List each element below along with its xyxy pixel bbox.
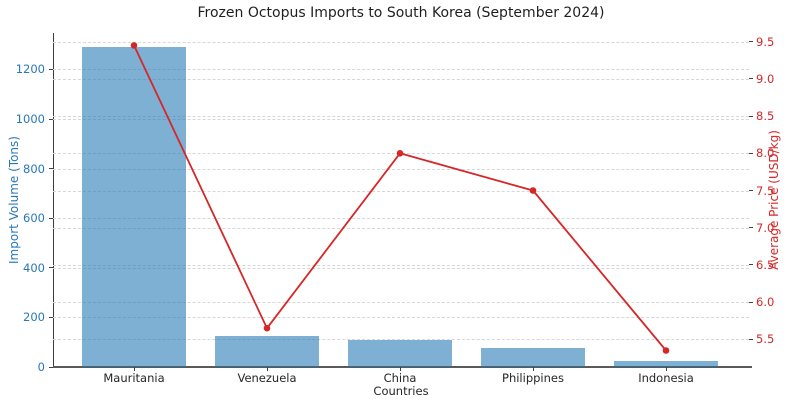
- x-tick-venezuela: [266, 367, 268, 371]
- price-marker-mauritania: [130, 42, 138, 49]
- left-tick-400: [49, 267, 53, 269]
- right-tick-label-8: 8.0: [756, 146, 775, 161]
- right-tick-label-9: 9.0: [756, 71, 775, 86]
- right-tick-label-8.5: 8.5: [756, 109, 775, 124]
- right-tick-label-7: 7.0: [756, 220, 775, 235]
- gridline-right-9.5: [53, 41, 749, 43]
- gridline-left-400: [53, 267, 749, 269]
- gridline-right-6.5: [53, 264, 749, 266]
- bar-indonesia: [614, 360, 718, 367]
- x-tick-label-indonesia: Indonesia: [638, 371, 694, 385]
- left-tick-label-800: 800: [23, 161, 45, 176]
- right-tick-8.5: [749, 115, 753, 117]
- right-tick-7.5: [749, 190, 753, 191]
- price-line: [133, 45, 667, 352]
- left-tick-600: [49, 217, 53, 219]
- left-tick-label-1200: 1200: [15, 62, 45, 77]
- right-tick-label-6: 6.0: [756, 295, 775, 310]
- right-tick-label-9.5: 9.5: [756, 34, 775, 49]
- right-tick-5.5: [749, 338, 753, 340]
- x-axis-label: Countries: [373, 384, 429, 398]
- bar-china: [348, 339, 452, 367]
- right-tick-9: [749, 78, 753, 80]
- x-tick-indonesia: [665, 367, 667, 371]
- right-tick-label-6.5: 6.5: [756, 257, 775, 272]
- right-tick-9.5: [749, 41, 753, 43]
- x-tick-label-venezuela: Venezuela: [237, 371, 297, 385]
- left-tick-200: [49, 316, 53, 318]
- left-tick-label-200: 200: [23, 310, 45, 325]
- left-tick-1000: [49, 118, 53, 120]
- x-tick-label-china: China: [383, 371, 417, 385]
- left-tick-label-0: 0: [37, 360, 45, 374]
- price-marker-indonesia: [662, 347, 670, 354]
- bar-philippines: [481, 348, 585, 367]
- gridline-left-600: [53, 218, 749, 220]
- x-tick-china: [399, 367, 401, 371]
- gridline-left-1200: [53, 69, 749, 71]
- gridline-right-7: [53, 227, 749, 229]
- bar-venezuela: [215, 336, 319, 367]
- left-tick-label-400: 400: [23, 260, 45, 275]
- bar-mauritania: [82, 47, 186, 367]
- left-tick-label-1000: 1000: [15, 112, 45, 127]
- gridline-right-6: [53, 302, 749, 304]
- x-tick-philippines: [532, 367, 534, 371]
- right-tick-label-7.5: 7.5: [756, 183, 775, 198]
- price-marker-china: [396, 150, 404, 157]
- price-marker-venezuela: [263, 324, 271, 332]
- right-tick-6.5: [749, 264, 753, 266]
- left-tick-1200: [49, 68, 53, 70]
- x-tick-mauritania: [133, 367, 135, 371]
- chart-title: Frozen Octopus Imports to South Korea (S…: [197, 5, 605, 21]
- left-tick-0: [49, 366, 53, 368]
- x-tick-label-philippines: Philippines: [502, 371, 564, 385]
- left-tick-label-600: 600: [23, 211, 45, 226]
- left-tick-800: [49, 168, 53, 170]
- right-tick-8: [749, 152, 753, 154]
- left-spine: [53, 33, 55, 367]
- gridline-left-800: [53, 168, 749, 170]
- gridline-right-9: [53, 78, 749, 80]
- right-tick-label-5.5: 5.5: [756, 332, 775, 347]
- right-tick-7: [749, 227, 753, 229]
- gridline-left-1000: [53, 119, 749, 121]
- x-tick-label-mauritania: Mauritania: [103, 371, 165, 385]
- right-tick-6: [749, 301, 753, 303]
- plot-area: [53, 33, 752, 368]
- gridline-right-7.5: [53, 190, 749, 192]
- price-line-layer: [130, 42, 670, 354]
- gridline-left-200: [53, 317, 749, 319]
- price-marker-philippines: [529, 187, 537, 194]
- gridline-right-8.5: [53, 116, 749, 118]
